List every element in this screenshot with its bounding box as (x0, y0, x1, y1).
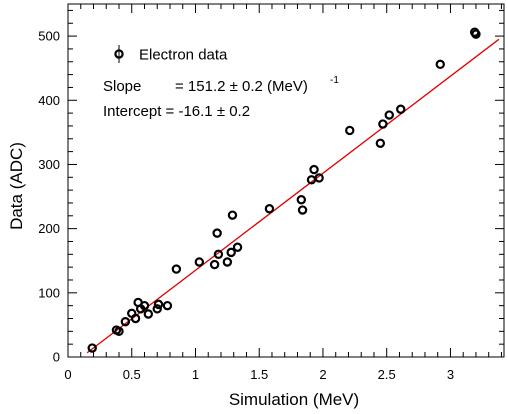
data-point (213, 249, 224, 260)
x-tick-label: 1 (192, 367, 199, 382)
legend: Electron data (114, 45, 228, 64)
data-point (87, 343, 97, 353)
data-point (314, 173, 324, 183)
data-point (226, 247, 236, 258)
data-point (309, 164, 319, 175)
y-tick-label: 200 (38, 221, 60, 236)
x-axis-label: Simulation (MeV) (229, 390, 359, 409)
data-point (264, 204, 275, 214)
y-tick-label: 400 (38, 93, 60, 108)
data-point (232, 242, 243, 252)
x-tick-label: 1.5 (250, 367, 268, 382)
x-tick-label: 0 (64, 367, 71, 382)
data-point (435, 59, 445, 70)
x-tick-label: 3 (447, 367, 454, 382)
x-tick-label: 0.5 (123, 367, 141, 382)
data-point (375, 138, 386, 148)
data-point (152, 304, 162, 314)
x-axis-ticks: 0 0.5 1 1.5 2 2.5 3 (64, 4, 502, 382)
data-point (162, 300, 173, 311)
data-point (143, 309, 154, 319)
data-point (139, 300, 150, 311)
data-point (153, 299, 164, 310)
data-point (171, 264, 182, 274)
y-tick-label: 0 (53, 350, 60, 365)
slope-value: = 151.2 ± 0.2 (MeV) (175, 78, 308, 95)
fit-line (86, 38, 500, 354)
data-point (227, 210, 238, 220)
slope-exponent: -1 (330, 75, 339, 86)
legend-label: Electron data (139, 47, 228, 64)
plot-frame (67, 3, 505, 358)
data-point (378, 119, 388, 129)
data-point (396, 104, 406, 114)
data-point (345, 125, 355, 136)
y-tick-label: 100 (38, 285, 60, 300)
data-point (120, 317, 131, 327)
legend-marker (114, 49, 124, 59)
slope-label: Slope (103, 78, 141, 95)
data-point (296, 195, 306, 205)
y-tick-label: 500 (38, 29, 60, 44)
data-point (212, 228, 222, 238)
y-tick-label: 300 (38, 157, 60, 172)
data-point (471, 29, 481, 39)
y-axis-ticks: 0 100 200 300 400 500 (38, 9, 504, 365)
data-point (194, 257, 205, 267)
data-point (384, 110, 394, 120)
data-point (209, 259, 220, 270)
data-point (130, 313, 141, 324)
x-tick-label: 2 (319, 367, 326, 382)
fit-annotation: Slope = 151.2 ± 0.2 (MeV) -1 Intercept =… (103, 75, 339, 120)
data-point (114, 326, 124, 337)
y-axis-label: Data (ADC) (7, 142, 26, 230)
fit-layer (86, 38, 500, 354)
x-tick-label: 2.5 (378, 367, 396, 382)
data-point (297, 205, 308, 215)
data-point (222, 257, 233, 267)
intercept-text: Intercept = -16.1 ± 0.2 (103, 103, 250, 120)
data-points (87, 27, 481, 353)
